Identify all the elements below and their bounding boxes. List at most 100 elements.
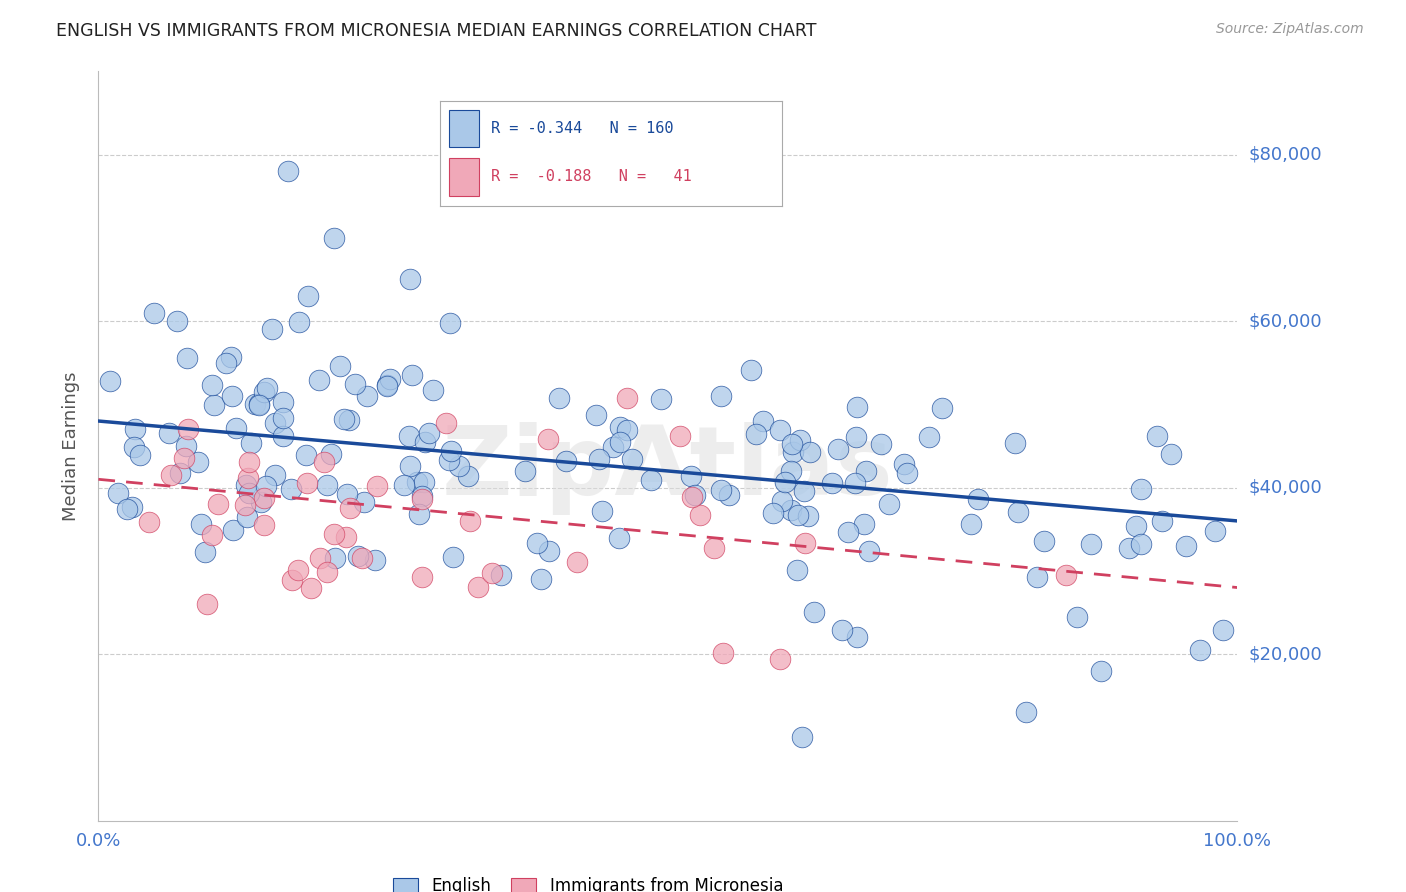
Text: $20,000: $20,000	[1249, 645, 1322, 663]
Point	[329, 359, 352, 373]
Point	[138, 515, 160, 529]
Point	[288, 316, 311, 330]
Point	[366, 479, 388, 493]
Point	[1026, 569, 1049, 583]
Point	[1004, 436, 1026, 450]
Point	[406, 475, 429, 490]
Point	[762, 506, 785, 520]
Point	[966, 492, 988, 507]
Point	[893, 457, 915, 471]
Point	[585, 409, 607, 423]
Point	[931, 401, 953, 415]
Point	[325, 550, 347, 565]
Point	[187, 455, 209, 469]
Point	[793, 536, 815, 550]
Point	[201, 378, 224, 392]
Point	[264, 417, 287, 431]
Point	[333, 411, 356, 425]
Point	[260, 322, 283, 336]
Point	[710, 389, 733, 403]
Point	[233, 498, 256, 512]
Text: $40,000: $40,000	[1249, 479, 1322, 497]
Point	[1066, 610, 1088, 624]
Point	[1160, 447, 1182, 461]
Point	[195, 597, 218, 611]
Point	[253, 385, 276, 400]
Point	[121, 500, 143, 515]
Point	[681, 490, 703, 504]
Point	[399, 458, 422, 473]
Point	[176, 351, 198, 365]
Point	[408, 507, 430, 521]
Point	[846, 400, 869, 414]
Point	[159, 468, 181, 483]
Point	[411, 489, 433, 503]
Point	[1054, 568, 1078, 582]
Point	[378, 372, 401, 386]
Point	[789, 433, 811, 447]
Point	[786, 508, 808, 522]
Point	[877, 497, 900, 511]
Point	[1007, 505, 1029, 519]
Point	[412, 475, 434, 489]
Point	[215, 356, 238, 370]
Point	[1090, 664, 1112, 678]
Point	[588, 451, 610, 466]
Point	[277, 164, 299, 178]
Point	[177, 422, 200, 436]
Point	[322, 527, 344, 541]
Point	[768, 652, 790, 666]
Point	[780, 464, 803, 478]
Point	[415, 435, 437, 450]
Point	[565, 555, 588, 569]
Point	[752, 414, 775, 428]
Point	[250, 495, 273, 509]
Point	[294, 448, 316, 462]
Point	[437, 453, 460, 467]
Point	[399, 272, 422, 286]
Point	[538, 543, 561, 558]
Point	[555, 453, 578, 467]
Point	[336, 486, 359, 500]
Point	[489, 568, 512, 582]
Point	[335, 530, 357, 544]
Point	[799, 445, 821, 459]
Point	[770, 493, 793, 508]
Point	[247, 397, 270, 411]
Point	[710, 483, 733, 497]
Point	[319, 446, 342, 460]
Point	[239, 435, 262, 450]
Point	[467, 580, 489, 594]
Point	[343, 376, 366, 391]
Point	[769, 423, 792, 437]
Point	[202, 398, 225, 412]
Point	[640, 473, 662, 487]
Point	[243, 397, 266, 411]
Point	[650, 392, 672, 406]
Point	[221, 389, 243, 403]
Point	[821, 475, 844, 490]
Point	[129, 448, 152, 462]
Point	[609, 420, 631, 434]
Point	[458, 514, 481, 528]
Point	[142, 306, 165, 320]
Point	[1146, 429, 1168, 443]
Point	[364, 552, 387, 566]
Point	[616, 424, 638, 438]
Text: $60,000: $60,000	[1249, 312, 1322, 330]
Point	[845, 631, 868, 645]
Point	[689, 508, 711, 523]
Point	[718, 488, 741, 502]
Point	[441, 550, 464, 565]
Point	[401, 368, 423, 383]
Point	[1188, 643, 1211, 657]
Point	[745, 426, 768, 441]
Point	[297, 289, 319, 303]
Point	[308, 373, 330, 387]
Point	[356, 389, 378, 403]
Point	[173, 450, 195, 465]
Point	[790, 731, 813, 745]
Point	[1204, 524, 1226, 538]
Point	[222, 523, 245, 537]
Point	[271, 411, 294, 425]
